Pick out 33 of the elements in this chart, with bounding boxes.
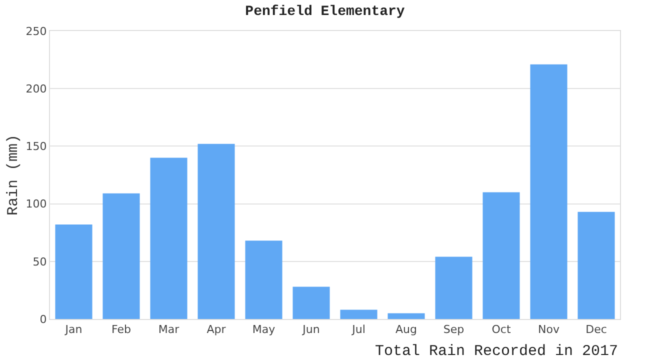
bar [435,256,472,319]
y-tick-label: 100 [26,198,47,211]
x-tick-label: Apr [206,323,226,336]
x-tick-label: Nov [538,323,560,336]
bar [55,224,92,319]
x-tick-label: Jun [302,323,320,336]
chart-title: Penfield Elementary [245,4,406,20]
y-tick-label: 250 [26,24,47,38]
y-tick-label: 0 [40,312,47,326]
y-axis-title: Rain (mm) [5,134,22,216]
x-tick-label: Oct [492,323,512,336]
bar [388,313,425,319]
bar [292,286,330,319]
x-tick-label: Feb [112,323,131,336]
bar [482,192,520,319]
y-tick-label: 150 [26,140,47,154]
bar [245,240,282,319]
x-tick-label: Jul [351,323,366,336]
bar [530,64,568,319]
bar [150,158,188,319]
x-tick-label: May [252,323,276,336]
bar [578,212,615,319]
y-tick-label: 200 [26,82,47,96]
x-tick-label: Sep [443,323,464,336]
x-tick-label: Dec [586,323,607,336]
x-tick-label: Mar [158,323,180,336]
bar [340,310,378,319]
x-tick-label: Aug [396,323,417,336]
bar [102,193,140,319]
bar [198,144,235,319]
x-tick-label: Jan [64,323,82,336]
y-tick-label: 50 [32,255,47,268]
x-axis-title: Total Rain Recorded in 2017 [375,343,618,360]
